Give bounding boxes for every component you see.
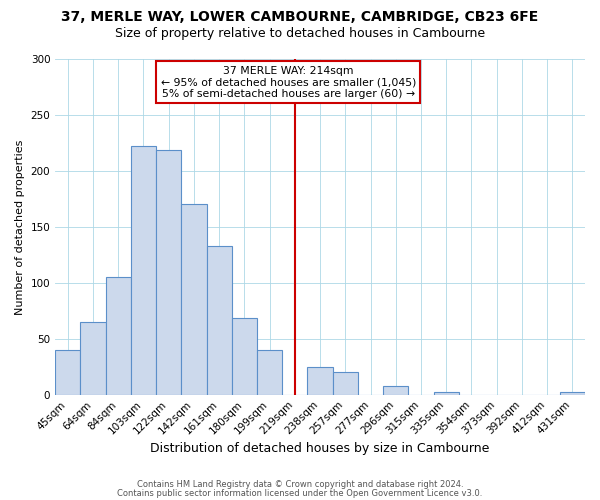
Bar bbox=[257, 350, 282, 395]
Bar bbox=[206, 246, 232, 394]
Text: Contains HM Land Registry data © Crown copyright and database right 2024.: Contains HM Land Registry data © Crown c… bbox=[137, 480, 463, 489]
Bar bbox=[307, 366, 332, 394]
Text: Contains public sector information licensed under the Open Government Licence v3: Contains public sector information licen… bbox=[118, 488, 482, 498]
Bar bbox=[434, 392, 459, 394]
Text: 37 MERLE WAY: 214sqm
← 95% of detached houses are smaller (1,045)
5% of semi-det: 37 MERLE WAY: 214sqm ← 95% of detached h… bbox=[161, 66, 416, 99]
Text: 37, MERLE WAY, LOWER CAMBOURNE, CAMBRIDGE, CB23 6FE: 37, MERLE WAY, LOWER CAMBOURNE, CAMBRIDG… bbox=[61, 10, 539, 24]
Y-axis label: Number of detached properties: Number of detached properties bbox=[15, 139, 25, 314]
Bar bbox=[560, 392, 585, 394]
Text: Size of property relative to detached houses in Cambourne: Size of property relative to detached ho… bbox=[115, 28, 485, 40]
Bar bbox=[156, 150, 181, 394]
Bar bbox=[131, 146, 156, 394]
Bar bbox=[232, 318, 257, 394]
Bar bbox=[55, 350, 80, 395]
Bar bbox=[80, 322, 106, 394]
Bar bbox=[383, 386, 409, 394]
Bar bbox=[332, 372, 358, 394]
Bar bbox=[181, 204, 206, 394]
Bar bbox=[106, 277, 131, 394]
X-axis label: Distribution of detached houses by size in Cambourne: Distribution of detached houses by size … bbox=[151, 442, 490, 455]
